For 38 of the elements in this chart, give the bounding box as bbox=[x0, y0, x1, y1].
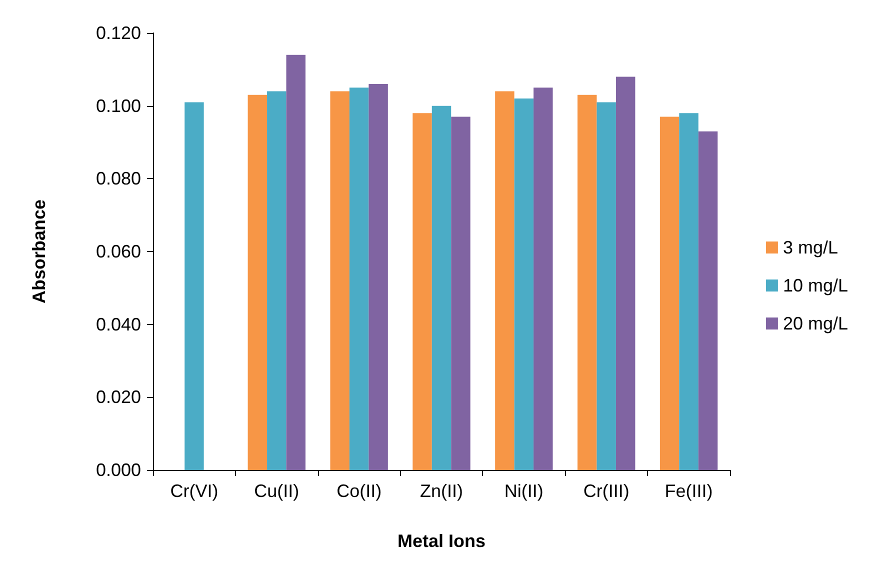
y-tick-label: 0.020 bbox=[96, 387, 141, 408]
y-axis-title: Absorbance bbox=[29, 199, 49, 304]
bar bbox=[349, 88, 369, 470]
bar bbox=[616, 76, 636, 470]
bar bbox=[412, 113, 432, 470]
y-tick-label: 0.000 bbox=[96, 460, 141, 480]
x-tick-label: Cu(II) bbox=[254, 481, 300, 501]
y-tick-label: 0.060 bbox=[96, 242, 141, 262]
bar bbox=[578, 94, 597, 470]
bar bbox=[534, 88, 553, 470]
y-tick-label: 0.080 bbox=[96, 168, 141, 189]
bar bbox=[451, 116, 470, 470]
bar bbox=[698, 131, 718, 470]
x-tick-label: Ni(II) bbox=[504, 481, 544, 501]
bar bbox=[596, 102, 616, 470]
x-tick-label: Cr(VI) bbox=[170, 481, 218, 501]
bar bbox=[286, 54, 306, 470]
bar bbox=[368, 84, 388, 470]
y-tick-label: 0.120 bbox=[96, 23, 141, 43]
bar bbox=[660, 116, 680, 470]
x-tick-label: Cr(III) bbox=[583, 481, 630, 501]
bar bbox=[267, 91, 286, 470]
bar bbox=[184, 102, 204, 470]
bar bbox=[330, 91, 350, 470]
bar bbox=[248, 94, 268, 470]
bar bbox=[495, 91, 514, 470]
bar bbox=[514, 98, 534, 470]
legend-label: 20 mg/L bbox=[782, 314, 848, 334]
y-tick-label: 0.040 bbox=[96, 314, 141, 334]
y-tick-label: 0.100 bbox=[96, 96, 141, 116]
x-axis-title: Metal Ions bbox=[397, 531, 486, 551]
bar bbox=[679, 113, 698, 470]
x-tick-label: Fe(III) bbox=[664, 481, 713, 501]
legend-label: 3 mg/L bbox=[782, 238, 838, 258]
legend-label: 10 mg/L bbox=[782, 276, 848, 296]
x-tick-label: Co(II) bbox=[336, 481, 382, 501]
bar bbox=[432, 106, 452, 470]
x-tick-label: Zn(II) bbox=[420, 481, 463, 501]
